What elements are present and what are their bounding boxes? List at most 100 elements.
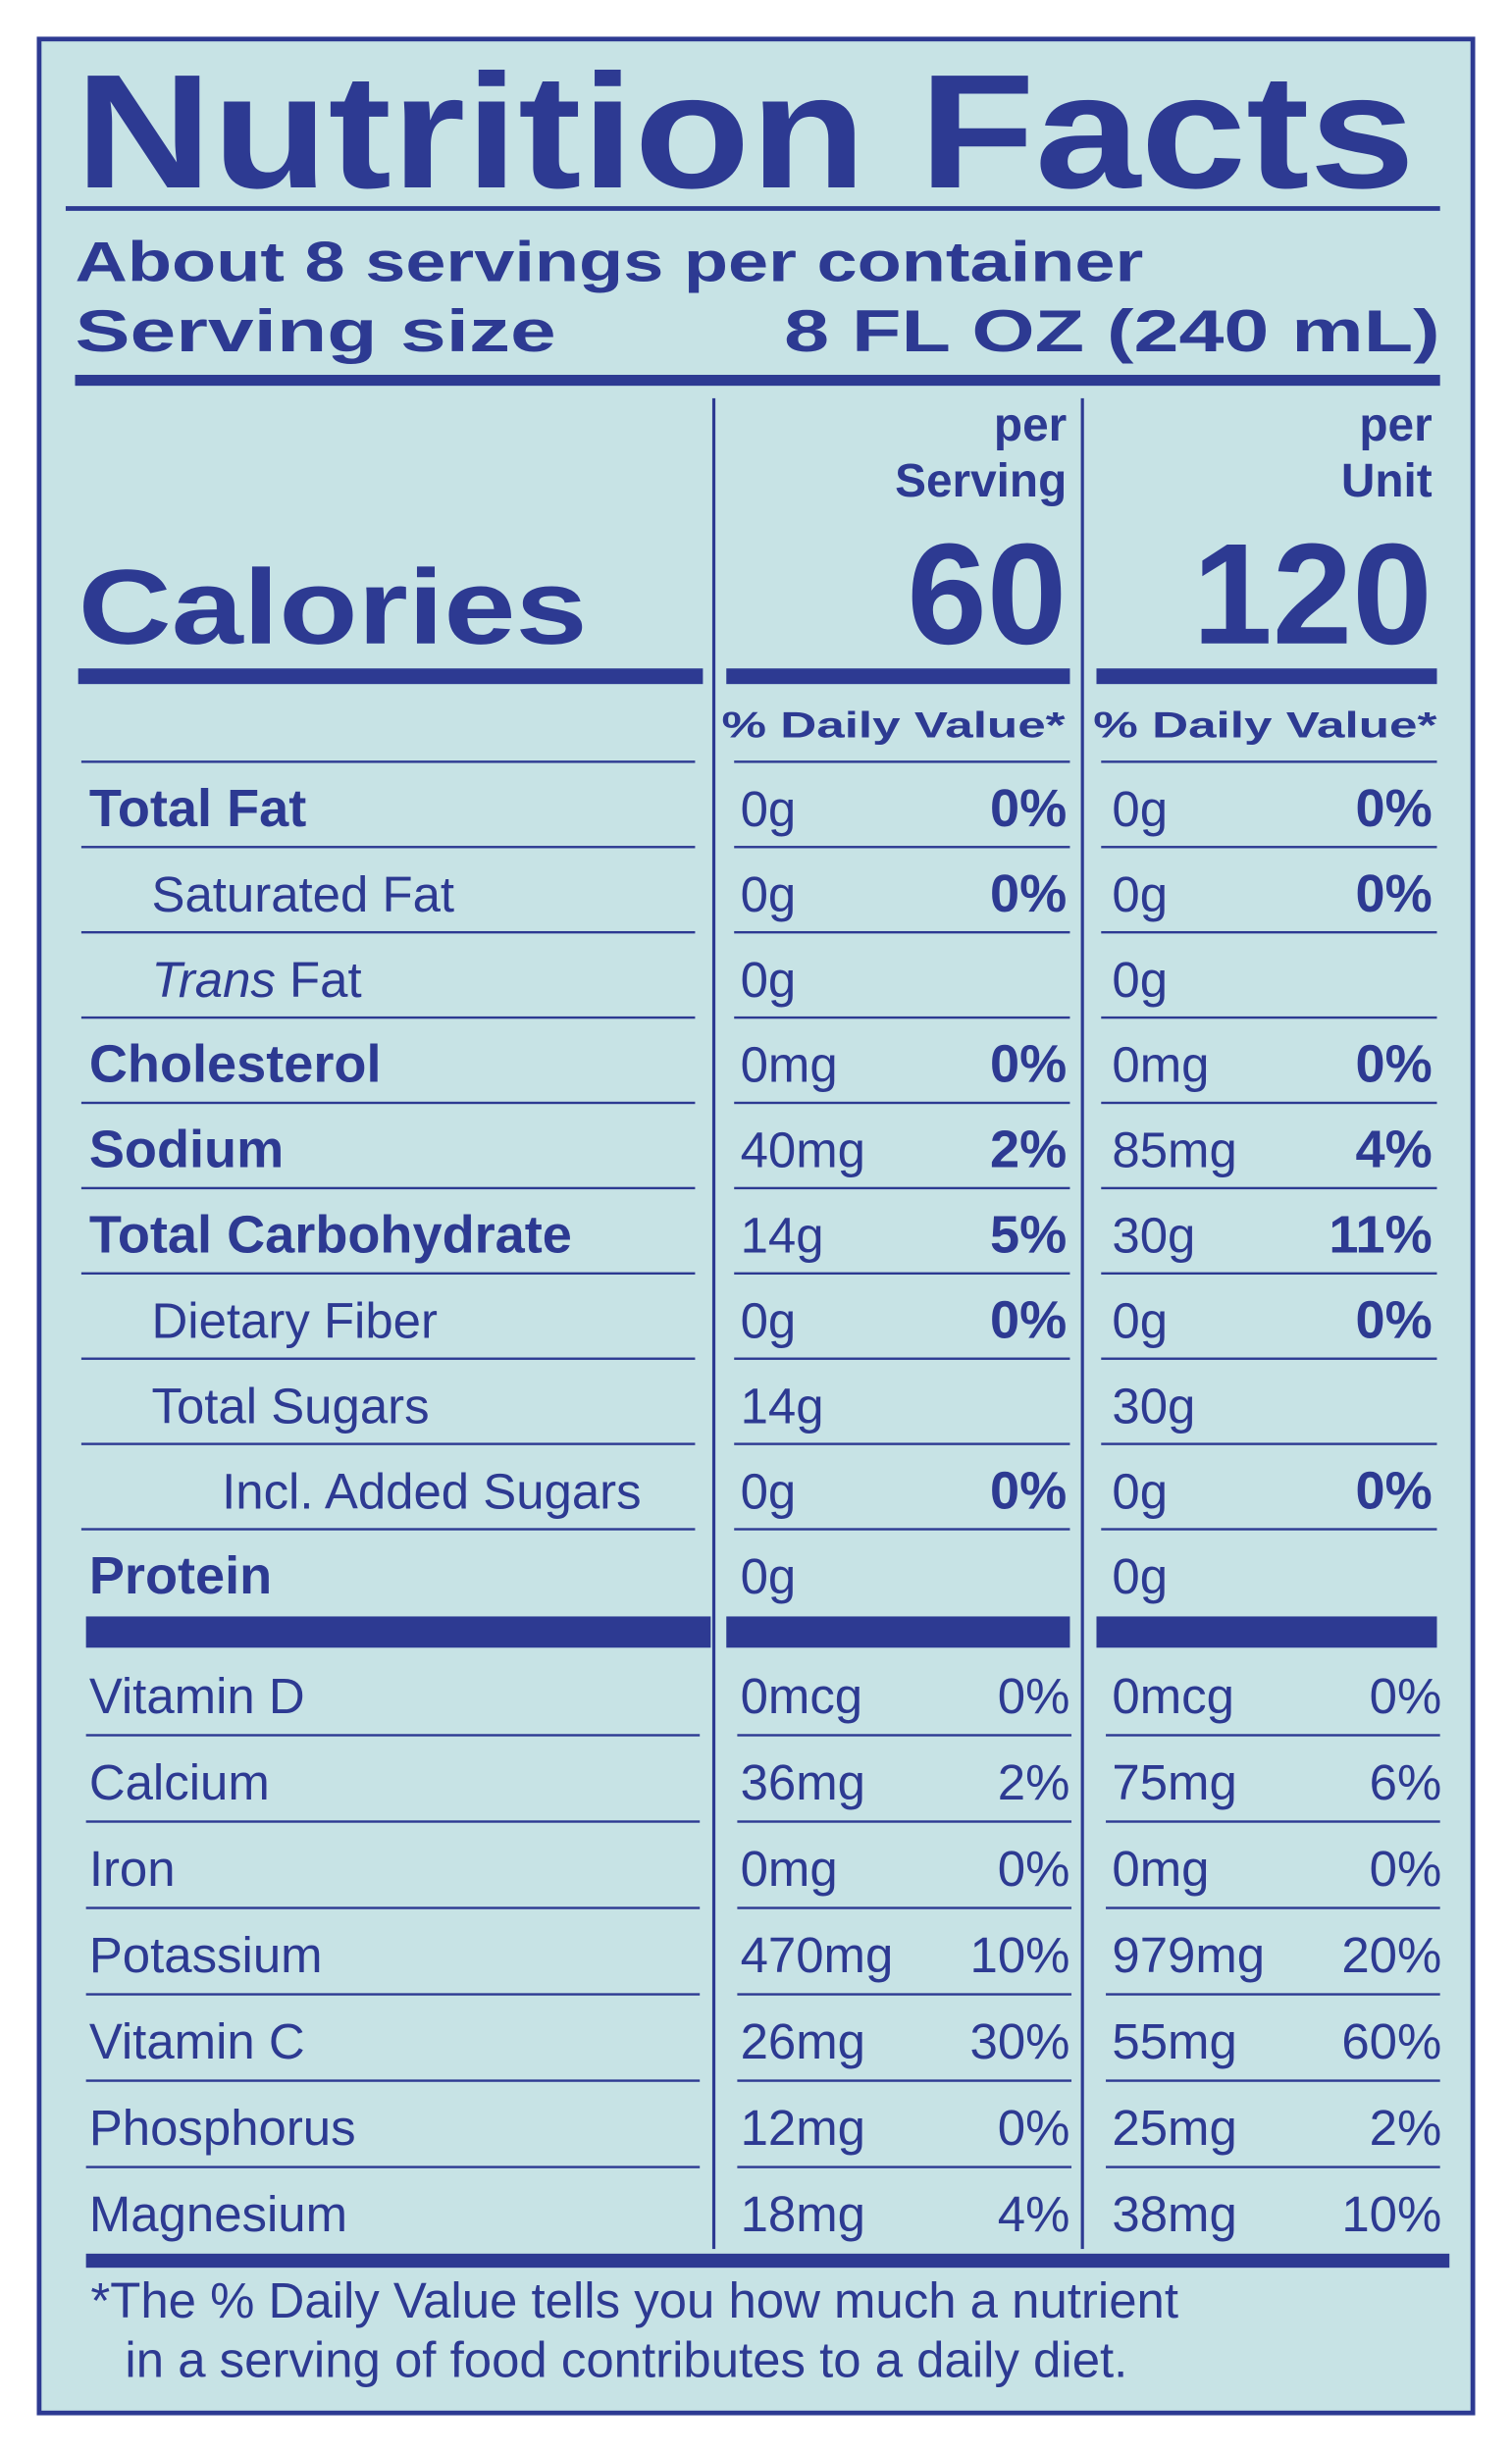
amount: 30g bbox=[1112, 1378, 1195, 1434]
rule bbox=[85, 1820, 701, 1823]
rule bbox=[80, 1272, 696, 1276]
title: Nutrition Facts bbox=[76, 41, 1416, 223]
daily-value: 30% bbox=[970, 2013, 1070, 2069]
amount: 40mg bbox=[741, 1122, 865, 1178]
nutrient-name-text: Saturated Fat bbox=[152, 866, 455, 922]
daily-value: 2% bbox=[998, 1754, 1070, 1810]
daily-value-header: % Daily Value* bbox=[721, 704, 1066, 745]
amount: 55mg bbox=[1112, 2013, 1236, 2069]
daily-value: 0% bbox=[990, 1461, 1067, 1520]
rule bbox=[85, 2165, 701, 2168]
servings: About 8 servings per container bbox=[76, 232, 1144, 294]
column-divider bbox=[711, 397, 716, 2250]
nutrient-name: Total Carbohydrate bbox=[89, 1206, 572, 1265]
rule bbox=[1106, 2165, 1440, 2168]
rule bbox=[737, 1993, 1072, 1996]
amount: 14g bbox=[741, 1378, 824, 1434]
rule bbox=[85, 1906, 701, 1909]
nutrient-name: Dietary Fiber bbox=[152, 1292, 439, 1348]
nutrient-name: Cholesterol bbox=[89, 1035, 382, 1094]
nutrient-name-text: Incl. Added Sugars bbox=[222, 1463, 641, 1519]
amount: 0mg bbox=[1112, 1037, 1209, 1093]
vitamin-name: Potassium bbox=[89, 1927, 323, 1983]
rule bbox=[80, 760, 696, 763]
daily-value: 6% bbox=[1370, 1754, 1442, 1810]
daily-value: 0% bbox=[1370, 1668, 1442, 1724]
rule bbox=[1106, 1734, 1440, 1737]
nutrient-name: Protein bbox=[89, 1546, 272, 1605]
amount: 0mg bbox=[741, 1037, 838, 1093]
rule bbox=[734, 1186, 1070, 1190]
rule bbox=[1106, 1820, 1440, 1823]
daily-value: 2% bbox=[990, 1121, 1067, 1179]
rule bbox=[726, 1616, 1070, 1648]
serving-size-value: 8 FL OZ (240 mL) bbox=[784, 297, 1440, 364]
nutrient-name-text: Total Fat bbox=[89, 779, 306, 838]
amount: 26mg bbox=[741, 2013, 865, 2069]
amount: 0mg bbox=[741, 1841, 838, 1897]
rule bbox=[737, 2165, 1072, 2168]
rule bbox=[80, 1442, 696, 1445]
rule bbox=[734, 846, 1070, 849]
column-header: Serving bbox=[895, 455, 1067, 507]
amount: 85mg bbox=[1112, 1122, 1236, 1178]
daily-value: 0% bbox=[1355, 864, 1432, 923]
amount: 0g bbox=[741, 866, 797, 922]
rule bbox=[80, 1528, 696, 1531]
daily-value: 2% bbox=[1370, 2100, 1442, 2156]
column-header: per bbox=[994, 399, 1067, 451]
vitamin-name: Vitamin D bbox=[89, 1668, 305, 1724]
rule bbox=[1101, 760, 1437, 763]
daily-value: 0% bbox=[998, 1841, 1070, 1897]
rule bbox=[65, 206, 1440, 211]
amount: 0g bbox=[741, 952, 797, 1008]
rule bbox=[80, 1101, 696, 1105]
rule bbox=[734, 1528, 1070, 1531]
daily-value: 0% bbox=[990, 779, 1067, 838]
vitamin-name: Magnesium bbox=[89, 2186, 347, 2242]
amount: 75mg bbox=[1112, 1754, 1236, 1810]
nutrient-name: Trans Fat bbox=[152, 952, 362, 1008]
rule bbox=[734, 1101, 1070, 1105]
amount: 25mg bbox=[1112, 2100, 1236, 2156]
daily-value: 0% bbox=[1370, 1841, 1442, 1897]
rule bbox=[85, 1616, 711, 1648]
nutrient-name: Saturated Fat bbox=[152, 866, 455, 922]
rule bbox=[80, 930, 696, 934]
amount: 979mg bbox=[1112, 1927, 1265, 1983]
nutrient-name: Sodium bbox=[89, 1121, 284, 1179]
rule bbox=[85, 1734, 701, 1737]
daily-value: 20% bbox=[1341, 1927, 1441, 1983]
amount: 0g bbox=[741, 1292, 797, 1348]
amount: 0g bbox=[1112, 1548, 1168, 1604]
amount: 0g bbox=[741, 781, 797, 837]
amount: 18mg bbox=[741, 2186, 865, 2242]
daily-value: 0% bbox=[1355, 1035, 1432, 1094]
daily-value: 4% bbox=[998, 2186, 1070, 2242]
rule bbox=[1106, 2079, 1440, 2082]
serving-size-label: Serving size bbox=[76, 297, 556, 364]
nutrient-name-text: Cholesterol bbox=[89, 1035, 382, 1094]
daily-value: 0% bbox=[1355, 1461, 1432, 1520]
nutrient-name-text: Sodium bbox=[89, 1121, 284, 1179]
amount: 0g bbox=[1112, 1292, 1168, 1348]
rule bbox=[726, 668, 1070, 685]
daily-value: 0% bbox=[990, 1290, 1067, 1349]
nutrient-name-italic: Trans bbox=[152, 952, 276, 1008]
daily-value-header: % Daily Value* bbox=[1093, 704, 1437, 745]
nutrient-name-text: Protein bbox=[89, 1546, 272, 1605]
rule bbox=[80, 846, 696, 849]
rule bbox=[85, 2079, 701, 2082]
rule bbox=[734, 1016, 1070, 1019]
amount: 38mg bbox=[1112, 2186, 1236, 2242]
amount: 0g bbox=[1112, 866, 1168, 922]
label-box bbox=[36, 36, 1476, 2416]
rule bbox=[1101, 1357, 1437, 1360]
calories-value: 60 bbox=[907, 514, 1067, 675]
daily-value: 11% bbox=[1329, 1206, 1432, 1265]
nutrient-name-text: Total Carbohydrate bbox=[89, 1206, 572, 1265]
amount: 12mg bbox=[741, 2100, 865, 2156]
rule bbox=[737, 1906, 1072, 1909]
